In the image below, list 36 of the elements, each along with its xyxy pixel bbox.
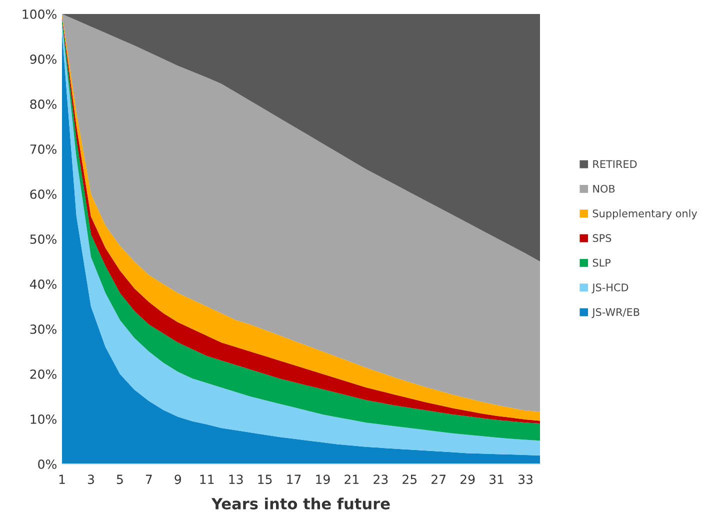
x-tick-label: 3	[88, 474, 94, 484]
y-tick-label: 100%	[22, 9, 56, 19]
x-tick-label: 9	[174, 474, 181, 484]
y-tick-label: 40%	[30, 279, 56, 289]
y-tick-label: 10%	[30, 414, 56, 424]
x-tick-label: 7	[146, 474, 152, 484]
x-tick-label: 15	[258, 474, 272, 484]
y-tick-label: 50%	[30, 234, 56, 244]
legend-label: Supplementary only	[592, 209, 698, 220]
legend-label: JS-WR/EB	[592, 308, 640, 318]
legend-label: RETIRED	[593, 160, 637, 168]
x-tick-label: 31	[490, 474, 504, 484]
y-tick-label: 20%	[30, 369, 56, 379]
x-tick-label: 11	[200, 474, 214, 484]
x-tick-label: 33	[518, 474, 532, 484]
legend-label: NOB	[593, 184, 615, 193]
x-tick-label: 23	[374, 474, 388, 484]
x-tick-label: 25	[402, 474, 416, 484]
x-tick-label: 13	[229, 474, 243, 484]
legend-label: SPS	[592, 234, 612, 242]
legend-label: SLP	[592, 258, 611, 267]
y-tick-label: 0%	[38, 459, 56, 469]
y-tick-label: 60%	[30, 189, 56, 199]
x-tick-label: 1	[59, 474, 65, 484]
y-tick-label: 80%	[30, 99, 56, 109]
x-tick-label: 5	[116, 474, 123, 484]
y-tick-label: 70%	[30, 144, 56, 154]
y-tick-label: 90%	[30, 54, 56, 64]
x-tick-label: 29	[460, 474, 475, 484]
legend-label: JS-HCD	[592, 283, 628, 294]
x-tick-label: 17	[287, 474, 301, 484]
x-tick-label: 19	[316, 474, 330, 484]
x-tick-label: 27	[432, 474, 446, 484]
x-tick-label: 21	[344, 474, 358, 484]
y-tick-label: 30%	[30, 324, 56, 334]
x-axis-title: Years into the future	[211, 498, 390, 510]
